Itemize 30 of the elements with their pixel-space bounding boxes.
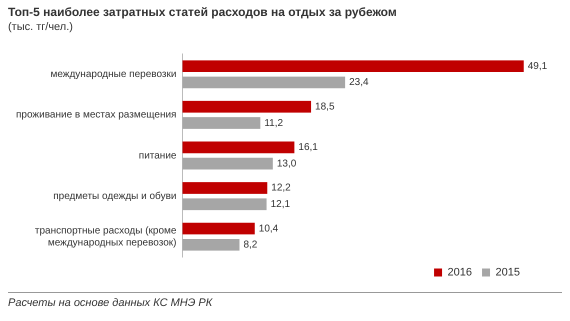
y-tick-label: международные перевозки bbox=[50, 69, 176, 80]
legend-label: 2016 bbox=[448, 266, 472, 279]
text: Расчеты на основе данных КС МНЭ РК bbox=[8, 297, 212, 309]
data-label: 13,0 bbox=[276, 158, 297, 170]
bar bbox=[182, 60, 524, 72]
bar bbox=[182, 142, 294, 154]
data-label: 16,1 bbox=[298, 142, 318, 154]
legend-label: 2015 bbox=[496, 266, 520, 279]
bar bbox=[182, 222, 255, 234]
y-tick-label: проживание в местах размещения bbox=[16, 110, 176, 121]
data-label: 18,5 bbox=[315, 102, 335, 113]
chart-title: Топ-5 наиболее затратных статей расходов на отдых за рубежом bbox=[8, 5, 397, 19]
data-label: 8,2 bbox=[243, 240, 258, 251]
bar bbox=[182, 158, 273, 170]
bar bbox=[182, 198, 267, 210]
bar bbox=[182, 182, 268, 194]
y-tick-label: питание bbox=[138, 150, 177, 162]
bar bbox=[182, 100, 312, 113]
y-tick-label: предметы одежды и обуви bbox=[53, 190, 176, 202]
y-tick-label: транспортные расходы (кроме международных перевозок) bbox=[34, 225, 177, 248]
text: (тыс. тг/чел.) bbox=[8, 21, 73, 33]
data-label: 11,2 bbox=[264, 118, 284, 129]
bar bbox=[182, 117, 260, 129]
data-label: 12,1 bbox=[270, 198, 290, 210]
bar bbox=[182, 76, 346, 88]
data-label: 12,2 bbox=[271, 182, 292, 194]
data-label: 23,4 bbox=[349, 77, 370, 88]
data-label: 49,1 bbox=[528, 60, 548, 72]
bar bbox=[182, 238, 240, 251]
data-label: 10,4 bbox=[258, 223, 279, 234]
